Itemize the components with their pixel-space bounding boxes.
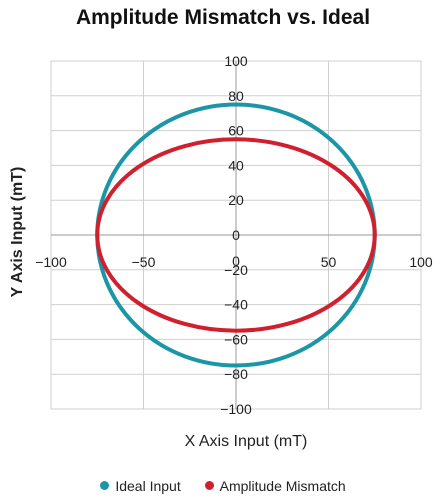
x-tick-label: −100 — [35, 254, 67, 270]
y-tick-label: −20 — [224, 262, 248, 278]
legend-marker-mismatch — [204, 481, 214, 490]
y-tick-label: 0 — [232, 227, 240, 243]
legend-label-ideal: Ideal Input — [115, 478, 181, 494]
y-tick-label: 40 — [228, 157, 244, 173]
series-amplitude-mismatch — [95, 137, 377, 333]
legend-item-ideal: Ideal Input — [100, 478, 181, 494]
legend: Ideal Input Amplitude Mismatch — [0, 478, 446, 494]
x-axis-label: X Axis Input (mT) — [184, 433, 308, 450]
y-tick-label: 20 — [228, 192, 244, 208]
y-tick-label: −40 — [224, 297, 248, 313]
x-tick-label: 0 — [232, 253, 240, 269]
x-tick-label: −50 — [132, 254, 156, 270]
y-axis-label: Y Axis Input (mT) — [9, 166, 26, 298]
y-tick-label: −60 — [224, 331, 248, 347]
y-tick-label: 60 — [228, 123, 244, 139]
x-tick-label: 100 — [409, 254, 433, 270]
legend-label-mismatch: Amplitude Mismatch — [219, 478, 346, 494]
y-tick-label: 80 — [228, 88, 244, 104]
legend-item-mismatch: Amplitude Mismatch — [204, 478, 346, 494]
series-layer — [95, 102, 377, 368]
y-tick-label: −80 — [224, 366, 248, 382]
chart-title: Amplitude Mismatch vs. Ideal — [75, 6, 371, 29]
zero-axes — [51, 61, 421, 409]
legend-marker-ideal — [100, 481, 110, 490]
x-tick-label: 50 — [321, 254, 337, 270]
y-tick-label: −100 — [220, 401, 252, 417]
y-tick-label: 100 — [224, 53, 248, 69]
